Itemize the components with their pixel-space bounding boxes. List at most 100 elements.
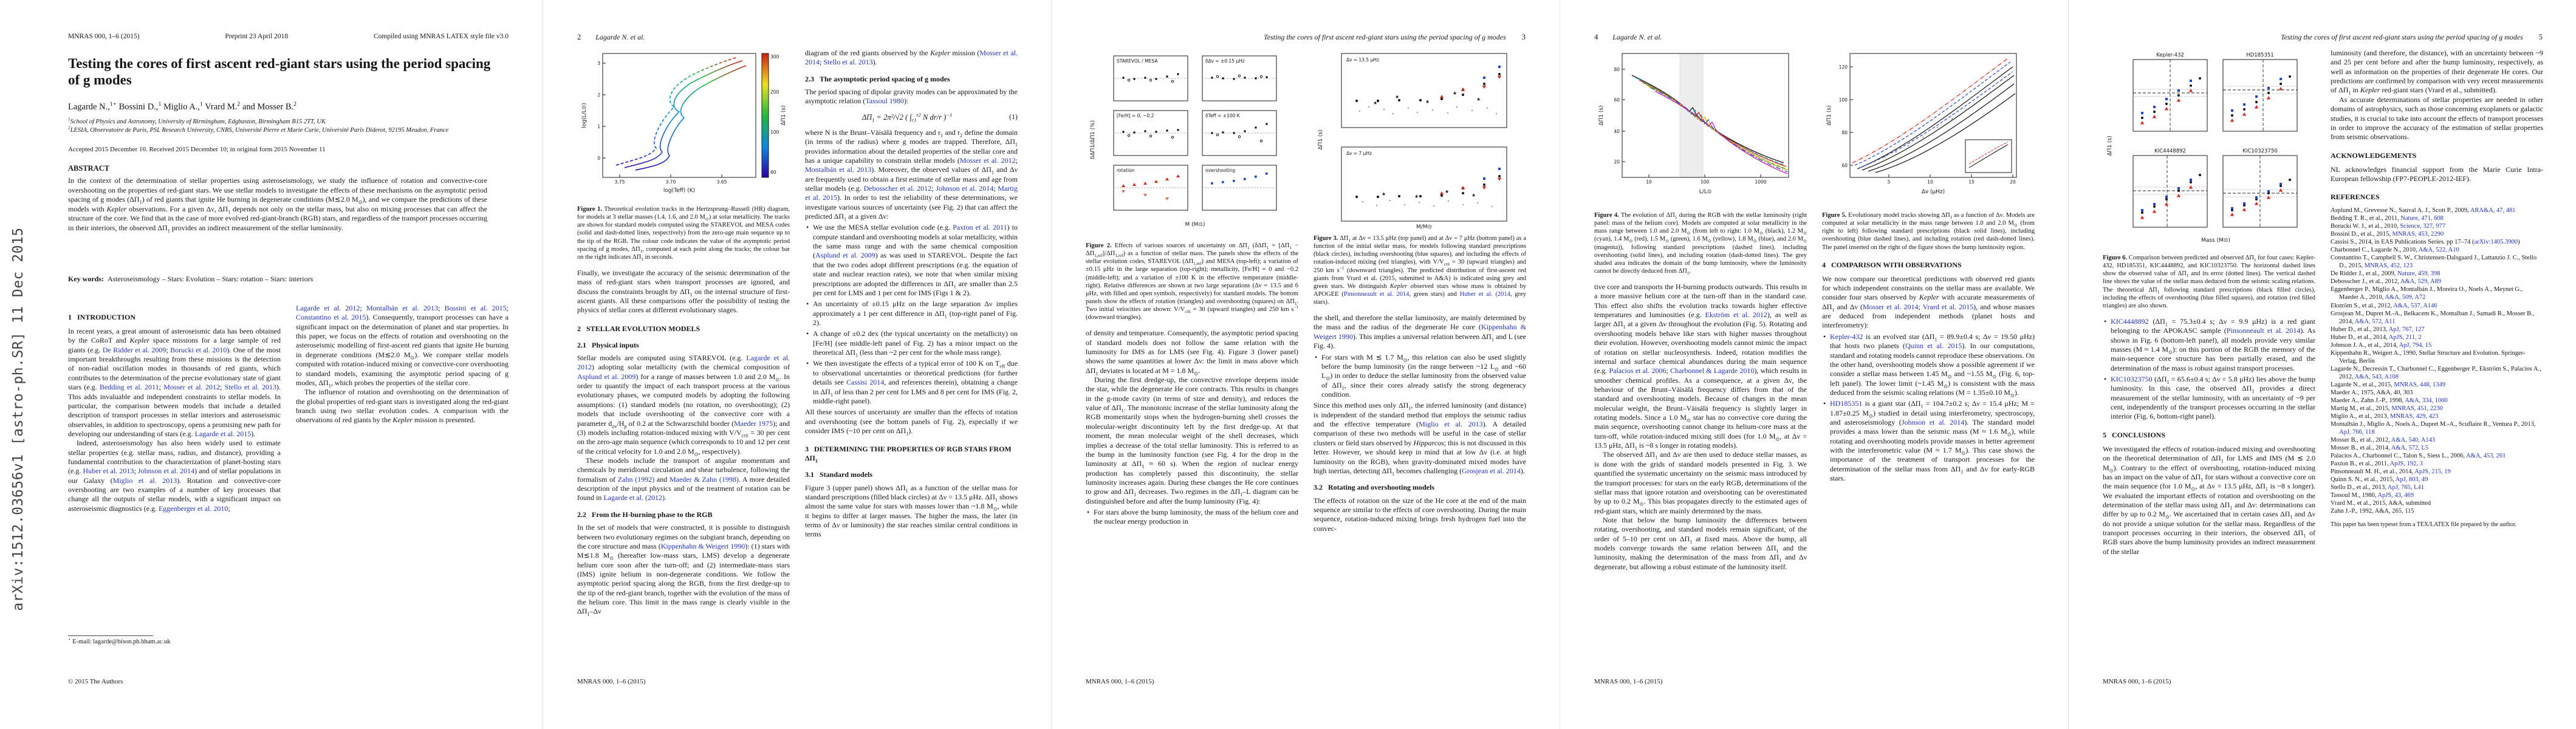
citation-link[interactable]: Constantino et al. 2015 xyxy=(296,313,366,322)
citation-link[interactable]: A&A, 522, A10 xyxy=(2418,247,2459,254)
colorbar-tick-labels: 60 100 200 300 xyxy=(770,54,779,175)
citation-link[interactable]: arXiv:1405.3900 xyxy=(2474,239,2518,246)
citation-link[interactable]: Nature, 471, 608 xyxy=(2400,215,2444,222)
citation-link[interactable]: Debosscher et al. 2012 xyxy=(863,183,932,193)
citation-link[interactable]: Lagarde et al. 2012 xyxy=(577,354,790,372)
citation-link[interactable]: Borucki et al. 2010 xyxy=(170,345,227,354)
page-5-left-bullets: KIC4448892 (ΔΠ1 = 75.3±0.4 s; Δν = 9.9 μ… xyxy=(2103,317,2315,422)
page-number: 5 xyxy=(2538,33,2543,41)
citation-link[interactable]: A&A, 453, 261 xyxy=(2466,452,2506,459)
citation-link[interactable]: Stello et al. 2013 xyxy=(224,383,277,392)
citation-link[interactable]: Paxton et al. 2011 xyxy=(953,223,1007,232)
citation-link[interactable]: Mosser et al. 2014 xyxy=(805,49,1018,67)
citation-link[interactable]: Maeder 1975 xyxy=(734,419,773,428)
citation-link[interactable]: ApJ, 766, 118 xyxy=(2339,428,2375,436)
citation-link[interactable]: ApJS, 192, 3 xyxy=(2389,460,2423,467)
citation-link[interactable]: KIC4448892 xyxy=(2111,317,2149,326)
citation-link[interactable]: Kepler-432 xyxy=(1830,332,1863,341)
citation-link[interactable]: Charbonnel & Lagarde 2010 xyxy=(1670,366,1755,375)
citation-link[interactable]: A&A, 537, A146 xyxy=(2393,302,2437,309)
figure-3-caption: Figure 3. ΔΠ1 at Δν = 13.5 μHz (top pane… xyxy=(1314,235,1526,306)
citation-link[interactable]: Tassoul 1980 xyxy=(865,97,904,106)
citation-link[interactable]: Huber et al. 2013 xyxy=(83,467,134,476)
citation-link[interactable]: Asplund et al. 2009 xyxy=(577,372,636,381)
citation-link[interactable]: A&A, 529, A89 xyxy=(2400,278,2441,286)
citation-link[interactable]: Bossini et al. 2015 xyxy=(444,304,507,312)
citation-link[interactable]: Miglio et al. 2013 xyxy=(1419,420,1483,429)
page-3-right-text: the shell, and therefore the stellar lum… xyxy=(1314,313,1526,351)
citation-link[interactable]: Quinn et al. 2015 xyxy=(1905,341,1962,351)
citation-link[interactable]: De Ridder et al. 2009 xyxy=(102,345,166,354)
section-3-1-heading: 3.1 Standard models xyxy=(805,470,873,479)
citation-link[interactable]: Lagarde et al. 2012 xyxy=(296,304,360,312)
citation-link[interactable]: Mosser et al. 2014 xyxy=(1862,302,1919,311)
citation-link[interactable]: ApJ, 803, 49 xyxy=(2395,476,2428,483)
footnote-rule xyxy=(68,635,153,636)
citation-link[interactable]: Kippenhahn & Weigert 1990 xyxy=(1314,323,1526,341)
citation-link[interactable]: MNRAS, 453, 2290 xyxy=(2392,231,2444,238)
citation-link[interactable]: Vrard et al. 2015 xyxy=(1922,302,1974,311)
citation-link[interactable]: Maeder & Zahn (1998) xyxy=(669,474,739,484)
citation-link[interactable]: Ekström et al. 2012 xyxy=(1705,310,1767,320)
citation-link[interactable]: Huber et al. (2014 xyxy=(1459,290,1510,298)
citation-link[interactable]: A&A, 540, A143 xyxy=(2391,436,2436,443)
citation-link[interactable]: KIC10323750 xyxy=(2111,375,2153,384)
citation-link[interactable]: MNRAS, 448, 1349 xyxy=(2394,381,2445,388)
citation-link[interactable]: Cassisi 2014 xyxy=(846,378,885,387)
citation-link[interactable]: A&A, 543, A108 xyxy=(2354,373,2399,380)
figure-2-caption: Figure 2. Effects of various sources of … xyxy=(1086,242,1298,321)
running-head-authors: Lagarde N. et al. xyxy=(595,33,645,41)
citation-link[interactable]: HD185351 xyxy=(1830,399,1863,408)
svg-text:5: 5 xyxy=(1888,179,1891,185)
fig6-x-axis-label: Mass (M⊙) xyxy=(2201,238,2230,244)
svg-text:120: 120 xyxy=(1839,64,1848,70)
citation-link[interactable]: A&A, 334, 1000 xyxy=(2405,397,2448,404)
svg-text:Δν = 7 μHz: Δν = 7 μHz xyxy=(1346,151,1372,156)
citation-link[interactable]: ApJ, 767, 127 xyxy=(2388,326,2425,333)
citation-link[interactable]: Miglio et al. 2013 xyxy=(112,476,177,485)
citation-link[interactable]: Mosser et al. 2012 xyxy=(163,383,220,392)
citation-link[interactable]: Montalbán et al. 2013 xyxy=(805,165,872,174)
citation-link[interactable]: Montalbán et al. 2013 xyxy=(366,304,438,312)
citation-link[interactable]: ApJS, 211, 2 xyxy=(2388,334,2422,341)
arxiv-stamp: arXiv:1512.03656v1 [astro-ph.SR] 11 Dec … xyxy=(0,0,34,729)
citation-link[interactable]: Kippenhahn & Weigert 1990 xyxy=(660,541,745,550)
citation-link[interactable]: ApJS, 215, 19 xyxy=(2414,468,2451,475)
citation-link[interactable]: MNRAS, 451, 2230 xyxy=(2391,405,2443,412)
citation-link[interactable]: Lagarde et al. 2015 xyxy=(194,429,252,438)
citation-link[interactable]: A&A, 572, A11 xyxy=(2354,318,2396,325)
citation-link[interactable]: Martig et al. 2015 xyxy=(805,183,1018,202)
citation-link[interactable]: A&A, 509, A72 xyxy=(2385,294,2426,301)
citation-link[interactable]: Mosser et al. 2012 xyxy=(959,156,1016,165)
citation-link[interactable]: Grosjean et al. 2014 xyxy=(1462,466,1521,475)
citation-link[interactable]: ApJ, 794, 15 xyxy=(2399,341,2432,349)
citation-link[interactable]: Eggenberger et al. 2010 xyxy=(158,504,228,513)
citation-link[interactable]: ApJS, 43, 469 xyxy=(2377,491,2414,499)
citation-link[interactable]: MNRAS, 429, 423 xyxy=(2390,412,2439,420)
citation-link[interactable]: Nature, 459, 398 xyxy=(2397,270,2441,278)
citation-link[interactable]: Stello et al. 2013 xyxy=(823,58,873,67)
acknowledgements-heading: ACKNOWLEDGEMENTS xyxy=(2331,151,2417,160)
journal-ref: MNRAS 000, 1–6 (2015) xyxy=(68,33,140,40)
svg-text:★: ★ xyxy=(1382,191,1386,197)
citation-link[interactable]: Johnson et al. 2014 xyxy=(1901,418,1965,427)
uncertainty-bullets: We use the MESA stellar evolution code (… xyxy=(805,223,1018,406)
bump-shaded-area xyxy=(1679,53,1704,177)
citation-link[interactable]: Bedding et al. 2011 xyxy=(100,383,159,392)
citation-link[interactable]: ARA&A, 47, 481 xyxy=(2470,207,2516,214)
citation-link[interactable]: Johnson et al. 2014 xyxy=(936,183,994,193)
citation-link[interactable]: Science, 327, 977 xyxy=(2400,223,2445,230)
citation-link[interactable]: Johnson et al. 2014 xyxy=(137,467,195,476)
svg-text:KIC4448892: KIC4448892 xyxy=(2154,148,2186,154)
page-5: Testing the cores of first ascent red-gi… xyxy=(2068,0,2576,729)
citation-link[interactable]: Palacios et al. 2006 xyxy=(1609,366,1667,375)
citation-link[interactable]: A&A, 572, L5 xyxy=(2391,444,2428,451)
citation-link[interactable]: MNRAS, 452, 123 xyxy=(2364,262,2413,270)
citation-link[interactable]: Zahn (1992) xyxy=(617,474,655,484)
citation-link[interactable]: Pinsonneault et al. 2014 xyxy=(1343,290,1410,298)
citation-link[interactable]: Lagarde et al. (2012) xyxy=(603,493,665,502)
citation-link[interactable]: Pinsonneault et al. 2014 xyxy=(2226,326,2301,335)
citation-link[interactable]: ApJ, 765, L41 xyxy=(2387,484,2425,491)
citation-link[interactable]: Asplund et al. 2009 xyxy=(815,251,875,260)
